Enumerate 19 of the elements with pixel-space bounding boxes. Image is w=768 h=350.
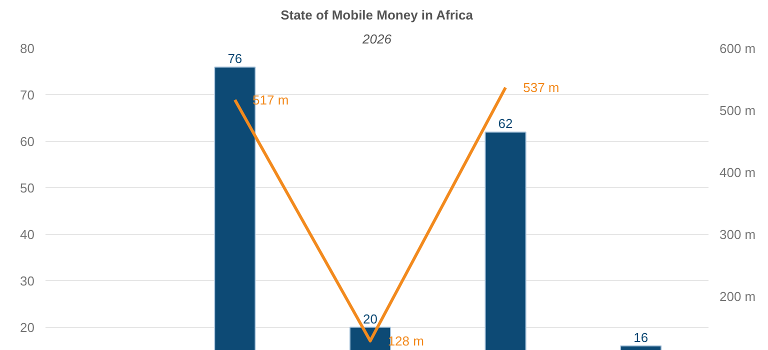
data-label: 76 [228, 51, 242, 66]
data-label: 537 m [523, 80, 560, 96]
data-label: 20 [363, 311, 378, 326]
y-tick-label: 20 [20, 320, 35, 335]
data-label: 16 [634, 330, 648, 345]
y-tick-label: 80 [20, 41, 35, 56]
y-tick-label: 70 [20, 87, 35, 102]
y2-tick-label: 200 m [720, 288, 756, 304]
y2-tick-label: 500 m [720, 102, 756, 118]
y2-tick-label: 600 m [720, 41, 756, 56]
chart-title: State of Mobile Money in Africa [280, 8, 474, 22]
chart-subtitle: 2026 [362, 32, 392, 46]
data-label: 62 [498, 116, 513, 132]
y-tick-label: 30 [20, 273, 35, 288]
y-tick-label: 60 [20, 134, 35, 149]
y2-tick-label: 300 m [720, 226, 756, 242]
y-tick-label: 50 [20, 180, 35, 196]
y-tick-label: 40 [20, 226, 35, 242]
y2-tick-label: 400 m [720, 164, 756, 180]
